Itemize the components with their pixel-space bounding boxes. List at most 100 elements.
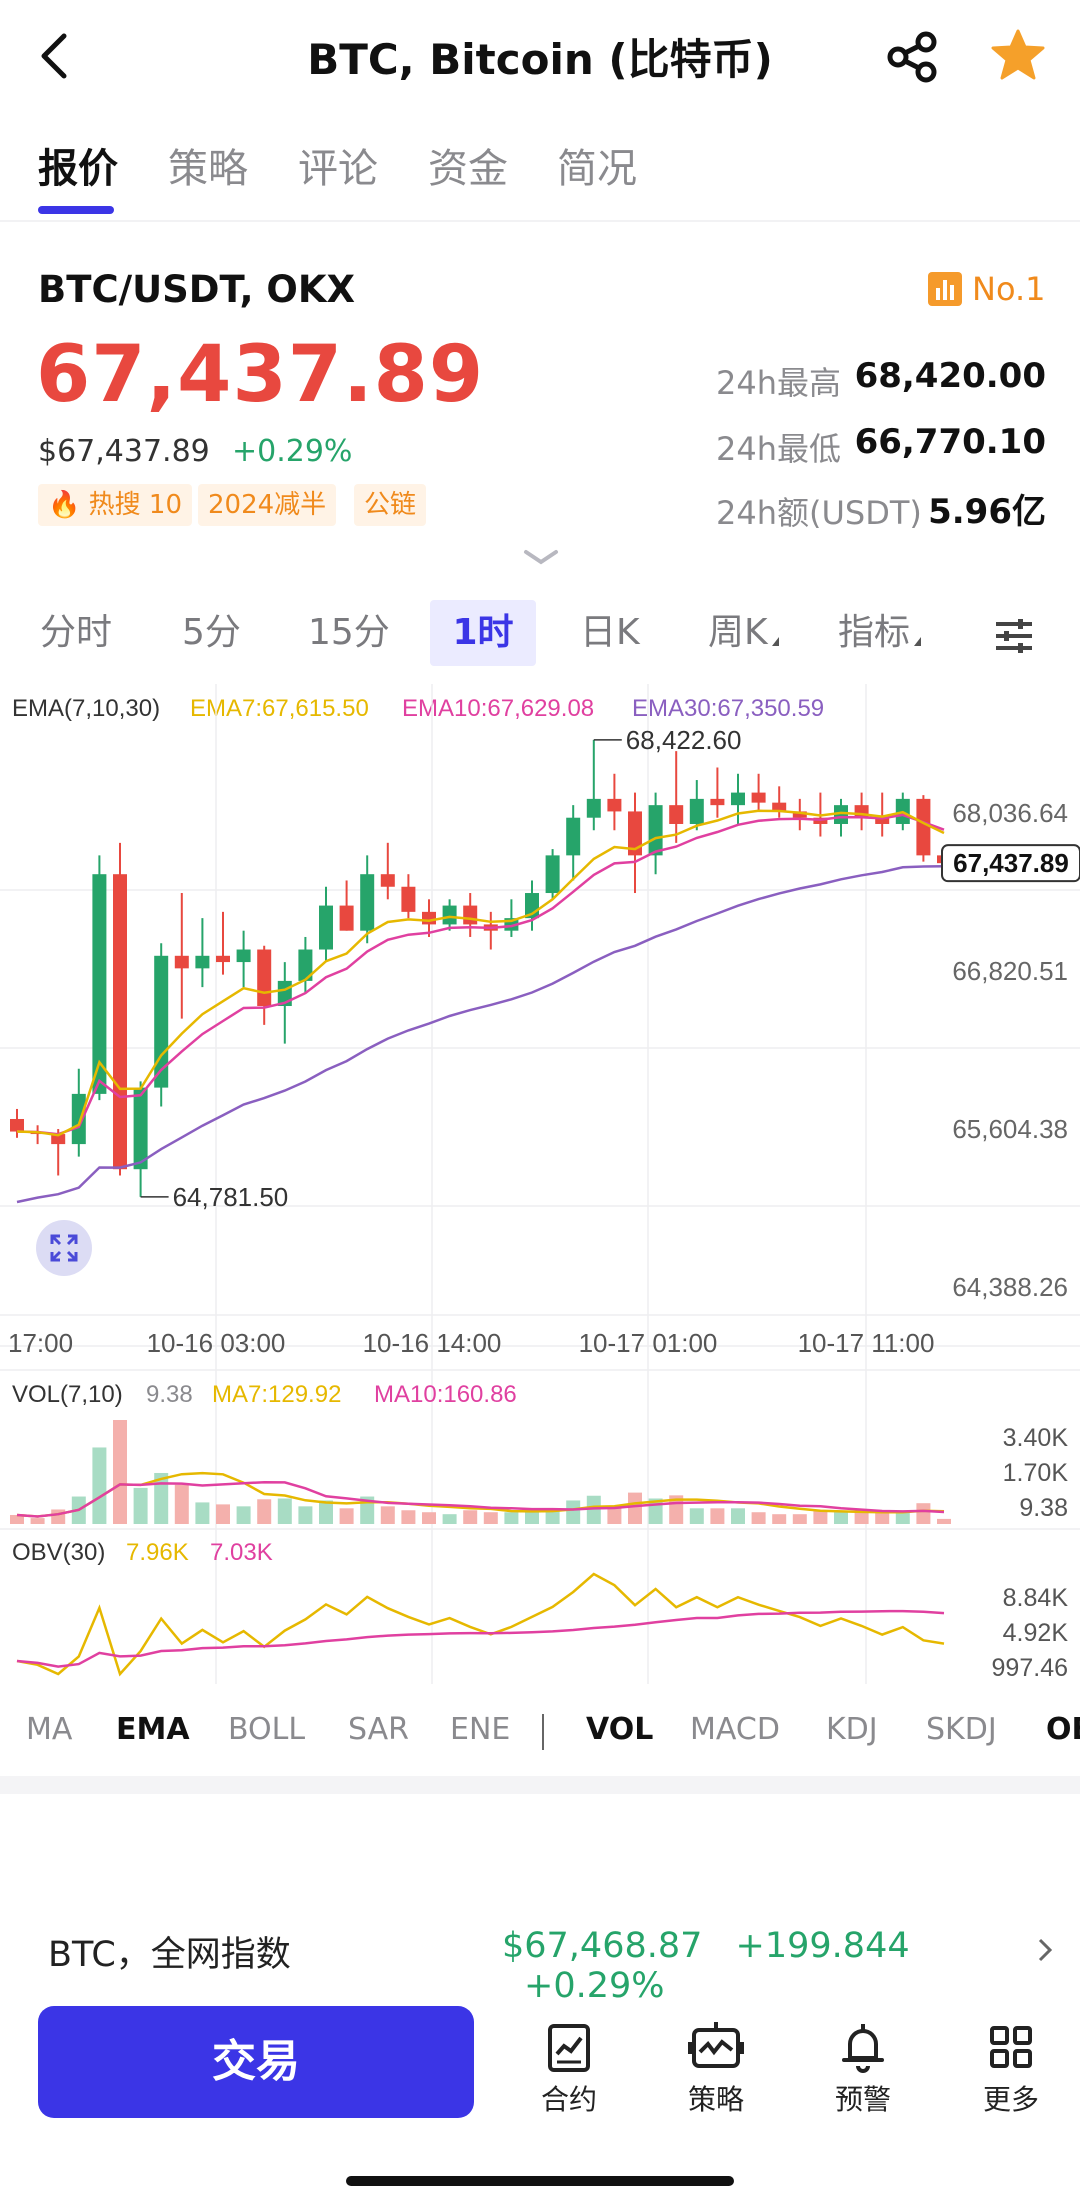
interval-15m[interactable]: 15分 bbox=[308, 612, 390, 653]
candle-body bbox=[401, 886, 416, 912]
candle-body bbox=[422, 911, 436, 925]
candle-body bbox=[154, 955, 169, 1088]
ema7-legend: EMA7:67,615.50 bbox=[190, 695, 369, 722]
expand-icon bbox=[50, 1234, 78, 1262]
header: BTC, Bitcoin (比特币) bbox=[0, 0, 1080, 118]
usd-price: $67,437.89 bbox=[38, 434, 210, 469]
ind-sar[interactable]: SAR bbox=[348, 1712, 409, 1747]
volume-bar bbox=[607, 1506, 622, 1524]
strategy-bot-button[interactable]: 策略 bbox=[661, 2020, 771, 2130]
x-tick: 10-16 14:00 bbox=[363, 1328, 502, 1358]
low-marker-label: 64,781.50 bbox=[173, 1182, 289, 1212]
candle-body bbox=[174, 955, 189, 969]
more-button[interactable]: 更多 bbox=[956, 2020, 1066, 2130]
ind-skdj[interactable]: SKDJ bbox=[926, 1712, 997, 1747]
bar-chart-icon bbox=[928, 272, 962, 306]
ema7-line bbox=[16, 809, 945, 1137]
candle-body bbox=[731, 792, 745, 806]
share-button[interactable] bbox=[884, 28, 942, 86]
index-pct: +0.29% bbox=[524, 1966, 665, 2006]
candle-body bbox=[257, 949, 272, 1007]
chart-settings-button[interactable] bbox=[994, 618, 1034, 654]
volume-bar bbox=[792, 1514, 807, 1524]
x-tick: 10-17 01:00 bbox=[579, 1328, 718, 1358]
trading-pair: BTC/USDT, OKX bbox=[38, 268, 356, 311]
stat-label-low: 24h最低 bbox=[716, 430, 842, 468]
ind-vol[interactable]: VOL bbox=[586, 1712, 654, 1747]
last-price-box bbox=[941, 844, 1080, 883]
ema30-legend: EMA30:67,350.59 bbox=[632, 695, 824, 722]
ind-ema[interactable]: EMA bbox=[116, 1712, 190, 1747]
interval-1w[interactable]: 周K bbox=[688, 600, 799, 666]
tab-quote[interactable]: 报价 bbox=[38, 146, 118, 192]
section-divider bbox=[0, 1776, 1080, 1794]
obv-tick: 8.84K bbox=[1003, 1584, 1069, 1612]
candle-body bbox=[689, 798, 704, 824]
volume-bar bbox=[834, 1512, 848, 1524]
obv-legend-v2: 7.03K bbox=[210, 1539, 273, 1566]
stat-label-volume: 24h额(USDT) bbox=[716, 494, 922, 532]
tab-comments[interactable]: 评论 bbox=[298, 146, 378, 192]
obv-legend-title: OBV(30) bbox=[12, 1539, 105, 1566]
candle-body bbox=[545, 855, 560, 894]
favorite-button[interactable] bbox=[988, 26, 1048, 86]
interval-5m[interactable]: 5分 bbox=[182, 612, 241, 653]
candle-body bbox=[216, 955, 230, 963]
ind-ene[interactable]: ENE bbox=[450, 1712, 511, 1747]
tab-funds[interactable]: 资金 bbox=[428, 146, 508, 192]
volume-bar bbox=[710, 1508, 725, 1524]
interval-bar: 分时 5分 15分 1时 日K 周K 指标 bbox=[0, 600, 1080, 670]
rank-label: No.1 bbox=[972, 270, 1046, 308]
hot-search-chip[interactable]: 🔥 热搜 10 bbox=[38, 484, 192, 526]
candle-body bbox=[442, 905, 457, 925]
ind-obv[interactable]: OBV bbox=[1046, 1712, 1080, 1747]
expand-stats-button[interactable] bbox=[522, 546, 560, 570]
volume-bar bbox=[731, 1508, 745, 1524]
candle-body bbox=[113, 874, 127, 1170]
volume-bar bbox=[875, 1510, 890, 1524]
interval-timeshare[interactable]: 分时 bbox=[40, 612, 113, 653]
vol-legend-last: 9.38 bbox=[146, 1381, 193, 1408]
y-tick: 66,820.51 bbox=[952, 956, 1068, 986]
tab-strategy[interactable]: 策略 bbox=[168, 146, 248, 192]
ind-boll[interactable]: BOLL bbox=[228, 1712, 306, 1747]
change-percent: +0.29% bbox=[232, 434, 353, 469]
kline-chart[interactable]: EMA(7,10,30) EMA7:67,615.50 EMA10:67,629… bbox=[0, 684, 1080, 1684]
contract-button[interactable]: 合约 bbox=[514, 2020, 624, 2130]
volume-bar bbox=[916, 1503, 931, 1524]
tab-profile[interactable]: 简况 bbox=[557, 146, 637, 192]
sliders-icon bbox=[996, 619, 1032, 653]
indicator-menu[interactable]: 指标 bbox=[818, 600, 941, 666]
volume-bar bbox=[422, 1512, 436, 1524]
volume-bar bbox=[854, 1512, 869, 1524]
ind-ma[interactable]: MA bbox=[26, 1712, 73, 1747]
ind-kdj[interactable]: KDJ bbox=[826, 1712, 878, 1747]
fullscreen-button[interactable] bbox=[36, 1220, 92, 1276]
candle-body bbox=[463, 905, 478, 925]
candle-body bbox=[607, 798, 622, 812]
ema10-line bbox=[16, 813, 945, 1136]
stat-value-volume: 5.96亿 bbox=[928, 492, 1046, 532]
rank-badge[interactable]: No.1 bbox=[928, 270, 1045, 308]
candle-body bbox=[195, 955, 210, 969]
vol-tick: 1.70K bbox=[1003, 1459, 1069, 1487]
public-chain-chip[interactable]: 公链 bbox=[354, 484, 427, 526]
candle-body bbox=[51, 1134, 66, 1145]
grid-icon bbox=[990, 2026, 1032, 2068]
halving-chip[interactable]: 2024减半 bbox=[198, 484, 337, 526]
global-index-row[interactable]: BTC，全网指数 $67,468.87 +199.844 +0.29% bbox=[0, 1920, 1080, 2006]
volume-bar bbox=[751, 1512, 766, 1524]
interval-1d[interactable]: 日K bbox=[580, 612, 640, 653]
candle-body bbox=[133, 1087, 148, 1170]
back-button[interactable] bbox=[30, 26, 86, 86]
ind-macd[interactable]: MACD bbox=[690, 1712, 780, 1747]
trade-button[interactable]: 交易 bbox=[38, 2006, 474, 2118]
alert-button[interactable]: 预警 bbox=[808, 2020, 918, 2130]
interval-1h[interactable]: 1时 bbox=[430, 600, 536, 666]
contract-label: 合约 bbox=[540, 2083, 597, 2116]
home-indicator bbox=[346, 2176, 734, 2186]
dropdown-triangle-icon bbox=[914, 637, 922, 646]
stat-value-low: 66,770.10 bbox=[854, 422, 1046, 462]
volume-bar bbox=[298, 1506, 313, 1524]
candle-body bbox=[586, 798, 601, 818]
